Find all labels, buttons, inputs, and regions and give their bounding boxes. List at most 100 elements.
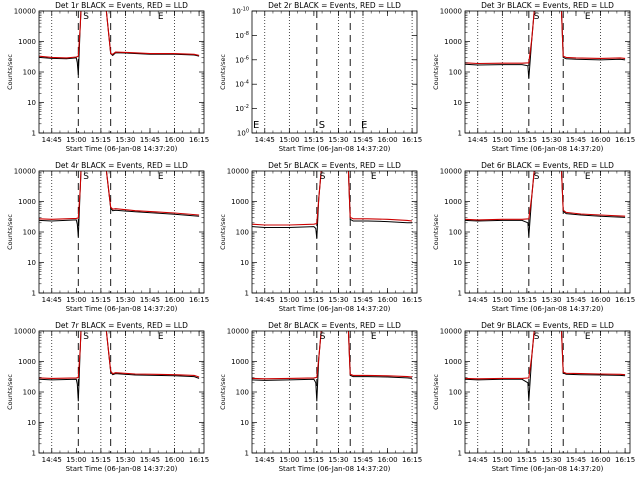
marker-e: E [585, 332, 591, 342]
y-tick-label: 100 [236, 389, 249, 397]
y-tick-label: 1000 [444, 38, 462, 46]
events-series-line [252, 331, 413, 402]
y-tick-label: 100 [449, 229, 462, 237]
lld-series-line [465, 11, 626, 65]
x-tick-label: 14:45 [255, 296, 275, 304]
x-tick-label: 15:30 [115, 136, 135, 144]
x-tick-label: 16:00 [590, 136, 610, 144]
lld-series-line [39, 11, 200, 59]
x-axis-label: Start Time (06-Jan-08 14:37:20) [66, 305, 178, 313]
y-tick-label: 100 [23, 69, 36, 77]
x-tick-label: 16:00 [164, 296, 184, 304]
x-tick-label: 15:45 [566, 296, 586, 304]
marker-e: E [253, 120, 259, 131]
marker-s: S [319, 120, 325, 131]
x-tick-label: 15:15 [91, 456, 111, 464]
x-tick-label: 15:30 [115, 296, 135, 304]
x-tick-label: 16:15 [402, 456, 422, 464]
y-axis-label: Counts/sec [219, 54, 227, 90]
x-tick-label: 15:00 [279, 456, 299, 464]
marker-e: E [371, 332, 377, 342]
y-tick-label: 100 [23, 229, 36, 237]
x-axis-label: Start Time (06-Jan-08 14:37:20) [279, 465, 391, 473]
y-tick-label: 10 [27, 99, 36, 107]
y-tick-label: 100 [23, 389, 36, 397]
x-axis-label: Start Time (06-Jan-08 14:37:20) [492, 145, 604, 153]
x-tick-label: 15:15 [304, 296, 324, 304]
y-tick-label: 10000 [227, 168, 249, 176]
x-tick-label: 15:15 [517, 136, 537, 144]
x-tick-label: 15:15 [517, 456, 537, 464]
chart-title: Det 2r BLACK = Events, RED = LLD [268, 1, 401, 10]
y-tick-label: 10-4 [235, 80, 249, 89]
chart-title: Det 8r BLACK = Events, RED = LLD [268, 321, 401, 330]
y-tick-label: 1000 [231, 198, 249, 206]
x-tick-label: 14:45 [468, 296, 488, 304]
y-tick-label: 10 [240, 259, 249, 267]
x-tick-label: 15:30 [115, 456, 135, 464]
x-tick-label: 16:15 [615, 296, 635, 304]
y-tick-label: 10-8 [235, 31, 249, 40]
series-group [465, 11, 626, 79]
series-group [252, 331, 413, 402]
x-tick-label: 16:15 [189, 136, 209, 144]
marker-e: E [158, 12, 164, 22]
y-tick-label: 1000 [18, 198, 36, 206]
x-tick-label: 14:45 [42, 296, 62, 304]
x-tick-label: 16:00 [377, 456, 397, 464]
x-tick-label: 15:00 [66, 296, 86, 304]
lld-series-line [39, 171, 200, 220]
x-tick-label: 15:45 [353, 296, 373, 304]
x-tick-label: 15:00 [492, 136, 512, 144]
series-group [465, 171, 626, 237]
chart-panel-4: Det 4r BLACK = Events, RED = LLD Start Ti… [6, 161, 209, 313]
y-tick-label: 10000 [440, 328, 462, 336]
chart-panel-3: Det 3r BLACK = Events, RED = LLD Start Ti… [432, 1, 635, 153]
x-tick-label: 16:15 [615, 456, 635, 464]
x-tick-label: 15:45 [353, 136, 373, 144]
y-tick-label: 10000 [440, 8, 462, 16]
chart-title: Det 9r BLACK = Events, RED = LLD [481, 321, 614, 330]
y-tick-label: 1000 [444, 198, 462, 206]
y-tick-label: 10 [453, 99, 462, 107]
chart-title: Det 1r BLACK = Events, RED = LLD [55, 1, 188, 10]
chart-panel-9: Det 9r BLACK = Events, RED = LLD Start Ti… [432, 321, 635, 473]
x-tick-label: 15:45 [140, 456, 160, 464]
series-group [39, 11, 200, 76]
y-tick-label: 1 [32, 450, 36, 458]
y-tick-label: 100 [237, 129, 249, 138]
x-tick-label: 15:00 [279, 136, 299, 144]
y-tick-label: 1 [458, 130, 462, 138]
x-tick-label: 15:45 [140, 136, 160, 144]
x-tick-label: 16:00 [164, 456, 184, 464]
y-axis-label: Counts/sec [219, 214, 227, 250]
y-tick-label: 100 [236, 229, 249, 237]
series-group [39, 331, 200, 402]
y-tick-label: 10000 [14, 168, 36, 176]
x-tick-label: 15:15 [304, 456, 324, 464]
x-tick-label: 15:30 [328, 136, 348, 144]
y-tick-label: 10000 [227, 328, 249, 336]
x-tick-label: 16:00 [590, 456, 610, 464]
y-tick-label: 1000 [18, 38, 36, 46]
y-axis-label: Counts/sec [432, 214, 440, 250]
x-tick-label: 15:00 [279, 296, 299, 304]
chart-title: Det 6r BLACK = Events, RED = LLD [481, 161, 614, 170]
x-tick-label: 16:00 [164, 136, 184, 144]
y-tick-label: 1 [32, 290, 36, 298]
y-axis-label: Counts/sec [6, 214, 14, 250]
x-tick-label: 14:45 [42, 456, 62, 464]
x-tick-label: 16:15 [189, 456, 209, 464]
x-axis-label: Start Time (06-Jan-08 14:37:20) [66, 465, 178, 473]
y-tick-label: 1 [458, 450, 462, 458]
y-tick-label: 100 [449, 389, 462, 397]
marker-s: S [534, 172, 540, 182]
y-tick-label: 10000 [440, 168, 462, 176]
x-tick-label: 16:00 [590, 296, 610, 304]
x-tick-label: 15:45 [140, 296, 160, 304]
x-tick-label: 14:45 [468, 136, 488, 144]
marker-e: E [585, 12, 591, 22]
marker-s: S [320, 172, 326, 182]
y-axis-label: Counts/sec [432, 374, 440, 410]
